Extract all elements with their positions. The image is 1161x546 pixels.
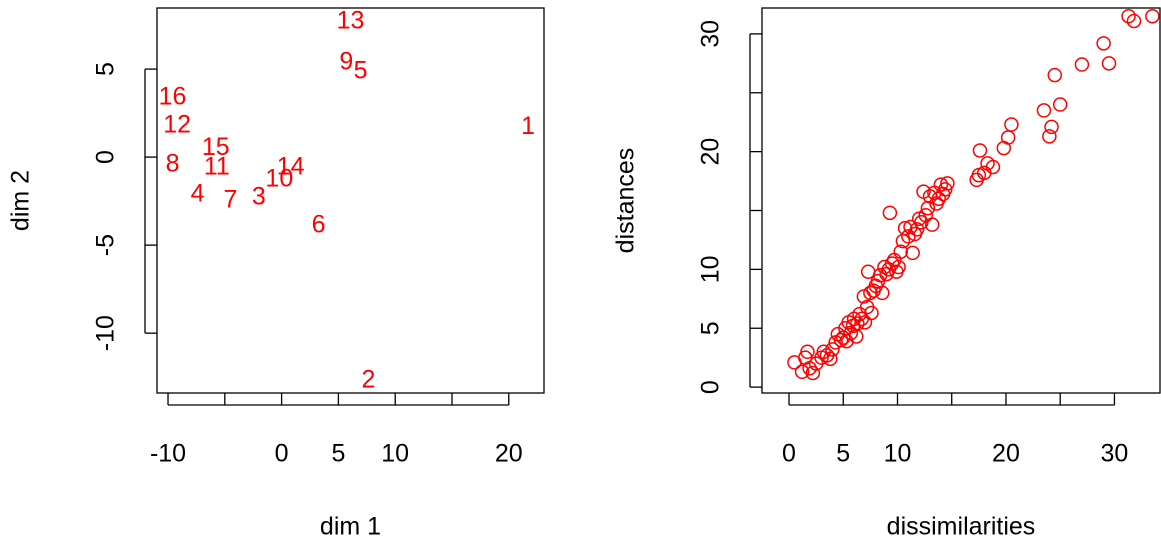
point: [1145, 8, 1160, 24]
point: [901, 229, 916, 244]
point-label: 10: [265, 165, 293, 193]
point: [924, 217, 940, 232]
point: [1126, 13, 1142, 29]
y-axis-label: distances: [612, 148, 640, 254]
y-axis-label: dim 2: [7, 170, 35, 231]
x-tick-label: 20: [992, 440, 1020, 468]
x-axis-label: dim 1: [320, 513, 381, 541]
point: [1000, 130, 1016, 145]
point-label: 11: [204, 152, 230, 180]
y-tick-label: 5: [92, 62, 120, 76]
point: [891, 259, 906, 275]
x-tick-label: 20: [495, 440, 523, 468]
point-label: 15: [202, 133, 230, 161]
point: [940, 176, 955, 191]
point-label: 7: [224, 186, 238, 214]
plot-box: [761, 7, 1161, 394]
plot-box: [156, 7, 545, 394]
point-label: 2: [362, 365, 376, 393]
point-label: 4: [191, 180, 205, 208]
point-label: 8: [166, 150, 180, 178]
y-tick-label: 30: [697, 20, 725, 48]
x-tick-label: 10: [884, 440, 912, 468]
point-label: 6: [312, 211, 326, 239]
x-tick-label: 5: [836, 440, 850, 468]
point: [920, 200, 936, 216]
point: [850, 316, 865, 331]
point: [864, 305, 879, 321]
y-tick-label: -5: [92, 234, 120, 256]
y-tick-label: 5: [697, 321, 725, 335]
point-label: 3: [252, 183, 266, 211]
point: [909, 222, 925, 237]
x-tick-label: 10: [381, 440, 409, 468]
point-label: 5: [354, 57, 368, 85]
point: [1004, 117, 1019, 132]
point: [972, 143, 988, 158]
point: [882, 205, 898, 221]
point-label: 14: [277, 152, 305, 180]
x-tick-label: 0: [275, 440, 289, 468]
point: [937, 182, 953, 197]
x-tick-label: 30: [1101, 440, 1129, 468]
point: [805, 365, 821, 381]
point: [822, 351, 838, 367]
y-tick-label: 0: [697, 380, 725, 394]
point: [1096, 36, 1111, 51]
point-label: 12: [163, 111, 191, 139]
point: [875, 285, 890, 301]
point-label: 9: [339, 48, 353, 76]
point: [800, 344, 815, 360]
point-label: 16: [159, 83, 187, 111]
point-label: 1: [521, 112, 535, 140]
point: [839, 333, 854, 349]
point: [1074, 57, 1090, 72]
point: [846, 311, 862, 327]
y-tick-label: 0: [92, 150, 120, 164]
point: [1042, 129, 1057, 144]
point: [794, 364, 810, 380]
point: [914, 215, 929, 230]
x-tick-label: 0: [782, 440, 796, 468]
point: [933, 177, 949, 192]
point-label: 13: [337, 7, 365, 35]
x-tick-label: 5: [331, 440, 345, 468]
point: [1121, 8, 1136, 24]
point: [1047, 67, 1063, 83]
point: [1036, 103, 1052, 118]
point: [1052, 97, 1068, 112]
point: [1044, 119, 1059, 135]
point: [893, 244, 908, 259]
y-tick-label: -10: [92, 315, 120, 351]
y-tick-label: 10: [697, 255, 725, 283]
x-tick-label: -10: [150, 440, 186, 468]
point: [1101, 56, 1117, 71]
point: [905, 245, 920, 261]
point: [985, 159, 1001, 175]
y-tick-label: 20: [697, 138, 725, 166]
x-axis-label: dissimilarities: [887, 513, 1036, 541]
point: [825, 342, 840, 357]
